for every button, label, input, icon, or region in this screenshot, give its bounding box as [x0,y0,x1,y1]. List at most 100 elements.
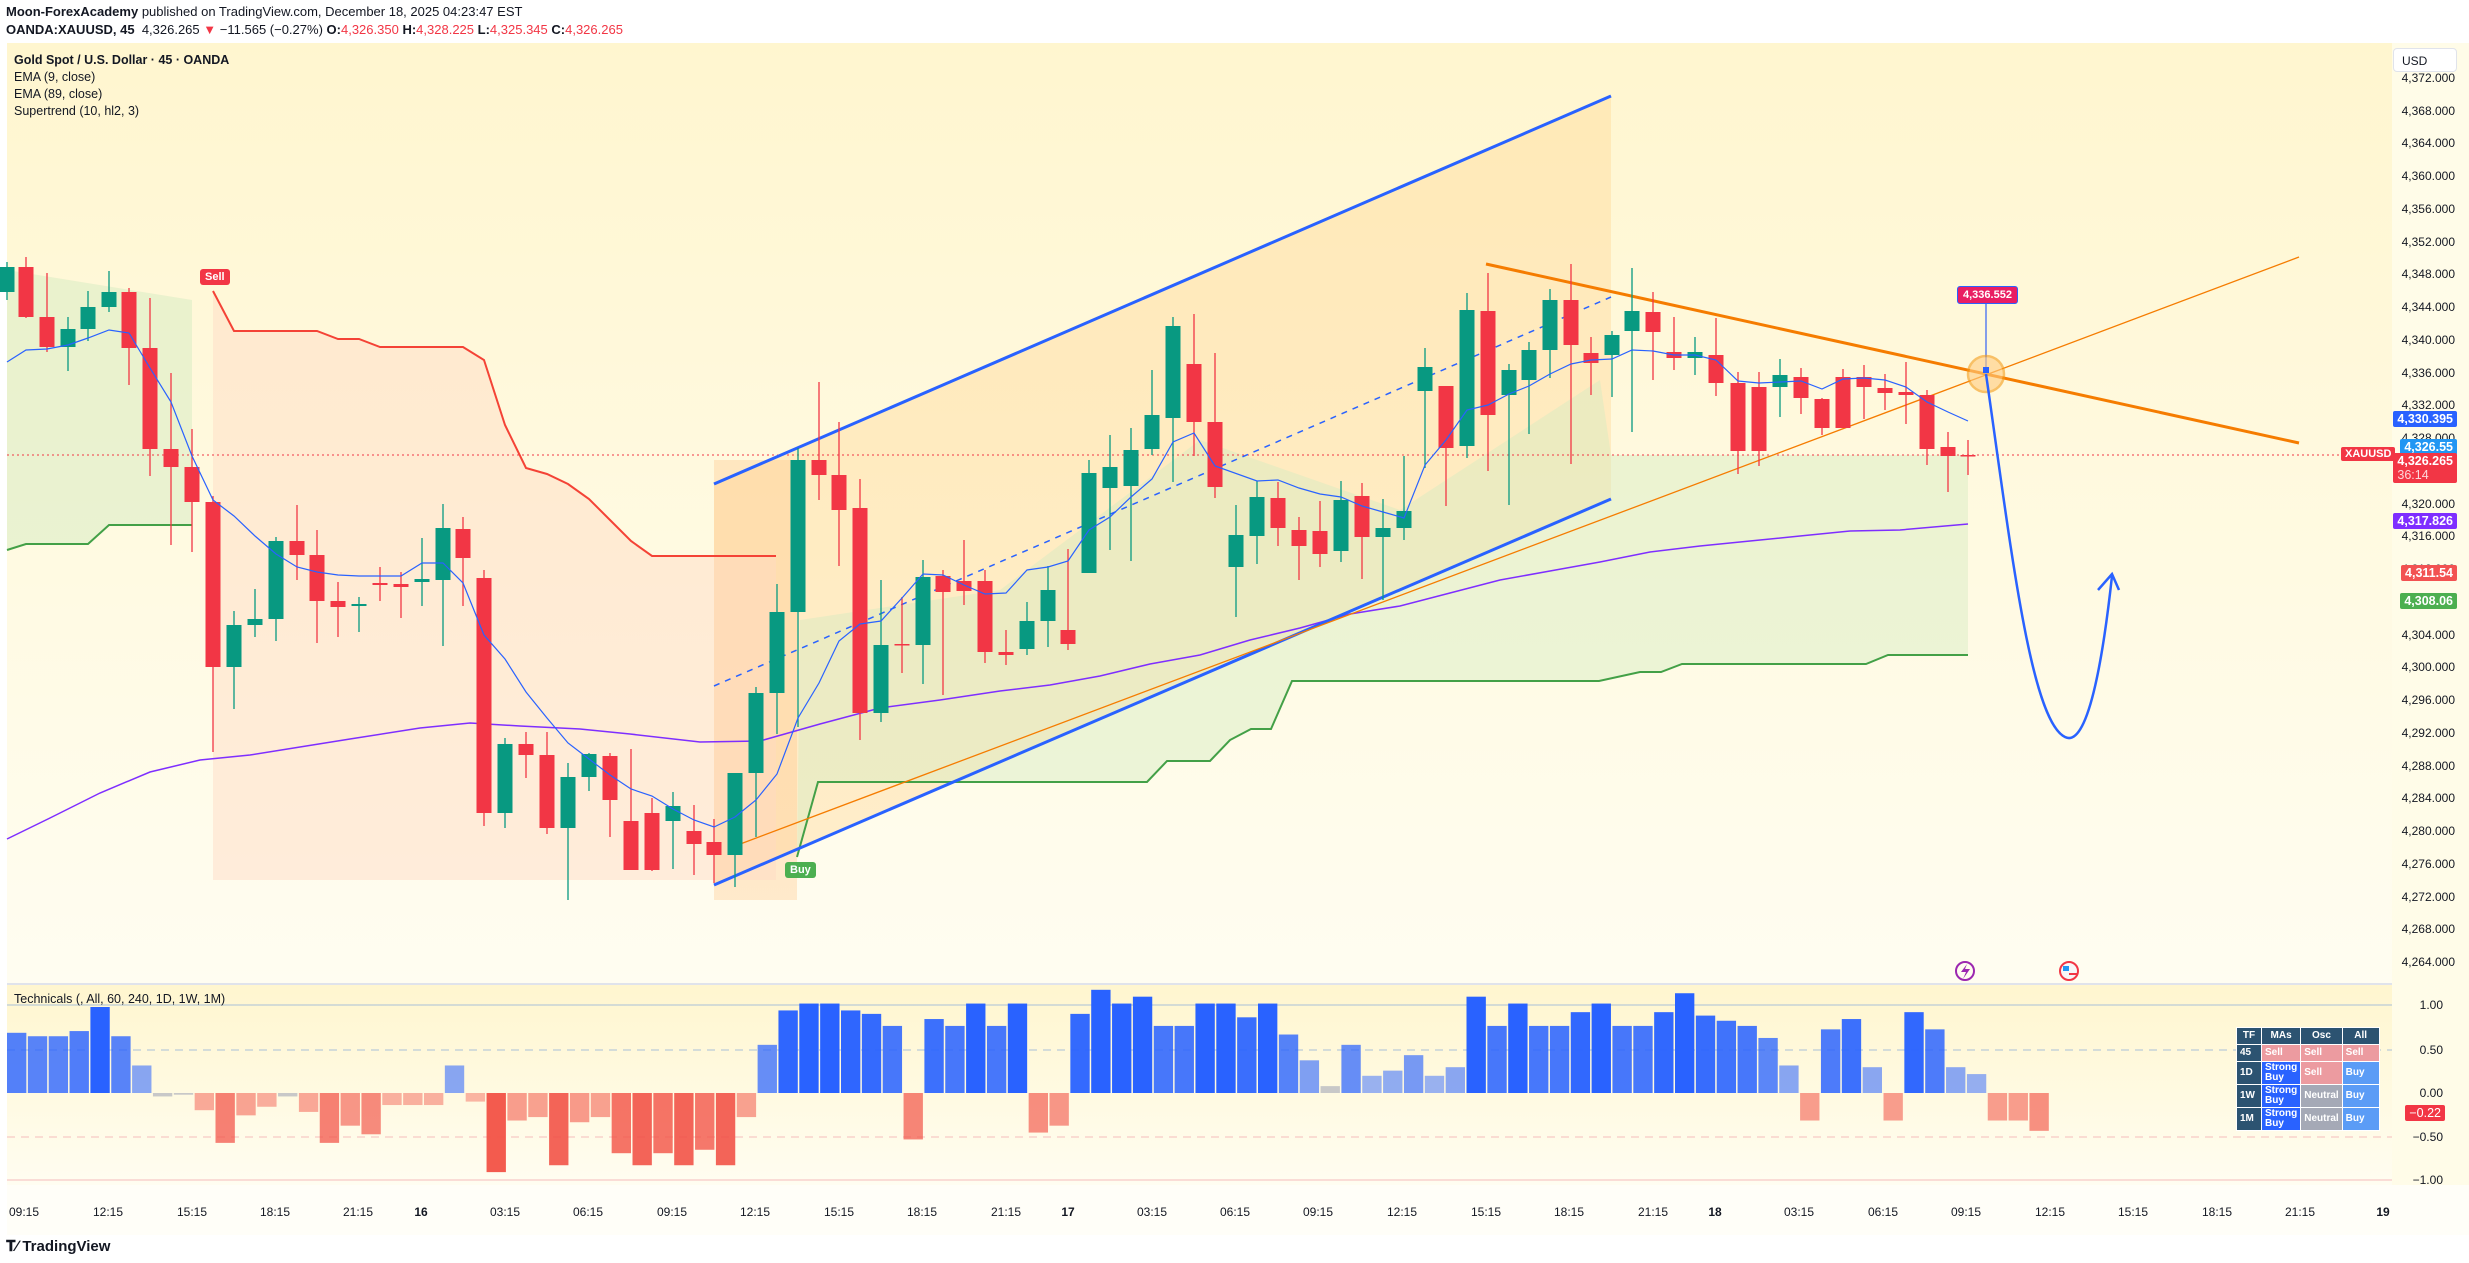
tech-bar [1508,1003,1528,1093]
price-tick: 4,300.000 [2401,660,2455,675]
projection-arrow-icon [2097,571,2121,591]
close-value: 4,326.265 [565,22,623,37]
table-header: TF [2236,1027,2262,1045]
channel-fill [714,96,1611,885]
tech-bar [1237,1017,1257,1093]
tf-cell: 45 [2236,1044,2262,1062]
candle-body [1645,312,1661,332]
candle-body [769,612,785,693]
technicals-legend[interactable]: Technicals (, All, 60, 240, 1D, 1W, 1M) [14,992,226,1006]
legend-ema89[interactable]: EMA (89, close) [14,87,103,101]
tech-bar [1633,1025,1653,1093]
candle-body [1207,422,1223,487]
candle-body [1060,630,1076,644]
candle-body [1835,377,1851,428]
tech-bar [1153,1025,1174,1093]
candle-body [1730,383,1746,451]
time-tick: 19 [2376,1205,2390,1219]
publisher-name[interactable]: Moon-ForexAcademy [6,4,139,19]
price-axis[interactable] [2392,43,2469,1185]
time-tick: 15:15 [2117,1205,2149,1219]
time-tick: 09:15 [8,1205,40,1219]
tech-bar [1987,1093,2008,1121]
candle-body [1270,498,1286,528]
tech-axis-tick: −1.00 [2412,1173,2443,1187]
tech-bar [1383,1070,1403,1093]
candle-body [1583,353,1599,363]
candle-body [915,577,931,645]
candle-body [1375,528,1391,537]
candle-body [80,307,96,329]
tech-bar [340,1093,360,1126]
tech-bar [1403,1055,1424,1093]
tech-bar [1800,1093,1820,1121]
candle-body [894,644,910,646]
candle-body [602,756,618,800]
price-tick: 4,348.000 [2401,267,2455,282]
tradingview-logo[interactable]: 𝐓∕ TradingView [6,1238,110,1255]
time-tick: 06:15 [1867,1205,1899,1219]
tv-logo-icon: 𝐓∕ [6,1238,19,1255]
tech-bar [1841,1019,1862,1093]
tech-bar [1779,1065,1799,1093]
candle-body [268,541,284,619]
price-tick: 4,268.000 [2401,922,2455,937]
main-chart-pane[interactable] [7,43,2392,983]
tech-bar [486,1093,506,1173]
tech-bar [569,1093,590,1123]
supertrend-up-fill-2 [797,380,1968,857]
candle-body [1333,500,1349,551]
legend-supertrend[interactable]: Supertrend (10, hl2, 3) [14,104,140,118]
currency-button[interactable]: USD [2393,48,2457,72]
mas-cell: Strong Buy [2260,1084,2302,1108]
orange-resistance-line [1485,262,2300,445]
time-tick: 09:15 [1950,1205,1982,1219]
candle-body [351,604,367,606]
candle-body [1438,386,1454,448]
candle-body [1165,326,1181,418]
candle-body [1814,399,1830,428]
price-tick: 4,360.000 [2401,169,2455,184]
time-axis[interactable] [7,1185,2469,1235]
supertrend-down-fill [213,291,776,880]
price-callout[interactable]: 4,336.552 [1957,286,2018,304]
price-label: 4,317.826 [2393,513,2457,530]
tech-bar [1591,1003,1611,1093]
table-row: 1D Strong Buy Sell Buy [2236,1061,2380,1085]
tech-bar [424,1093,444,1106]
candle-body [289,541,305,555]
candle-body [1312,531,1328,554]
technicals-table: TF MAs Osc All 45 Sell Sell Sell 1D Strong Buy Sel… [2236,1027,2380,1131]
price-label: 4,311.54 [2401,564,2457,581]
supertrend-up-line-1 [6,524,192,551]
mas-cell: Strong Buy [2260,1061,2302,1085]
candle-body [873,645,889,713]
candle-body [831,475,847,510]
tech-bar [465,1093,486,1102]
tech-bar [1258,1003,1278,1093]
price-label: 4,308.06 [2400,593,2457,610]
pane-separator[interactable] [7,983,2469,985]
tech-bar [674,1093,694,1166]
legend-ema9[interactable]: EMA (9, close) [14,70,96,84]
high-value: 4,328.225 [416,22,475,37]
tech-bar [1695,1015,1716,1093]
tech-axis-tick: −0.50 [2412,1130,2443,1144]
price-tick: 4,288.000 [2401,758,2455,773]
tech-bar [1320,1086,1340,1093]
tech-bar [1862,1067,1882,1093]
tech-bar [1299,1060,1320,1093]
tech-bar [132,1065,152,1093]
candle-body [1563,300,1579,345]
tech-bar [1195,1003,1215,1093]
time-tick: 18:15 [259,1205,291,1219]
table-row: 1W Strong Buy Neutral Buy [2236,1084,2380,1108]
tech-bar [1904,1012,1924,1093]
price-tick: 4,272.000 [2401,889,2455,904]
candle-body [790,460,806,612]
tech-bar [882,1025,903,1093]
candle-body [935,576,951,592]
candle-body [1354,496,1370,537]
tech-bar [986,1025,1007,1093]
